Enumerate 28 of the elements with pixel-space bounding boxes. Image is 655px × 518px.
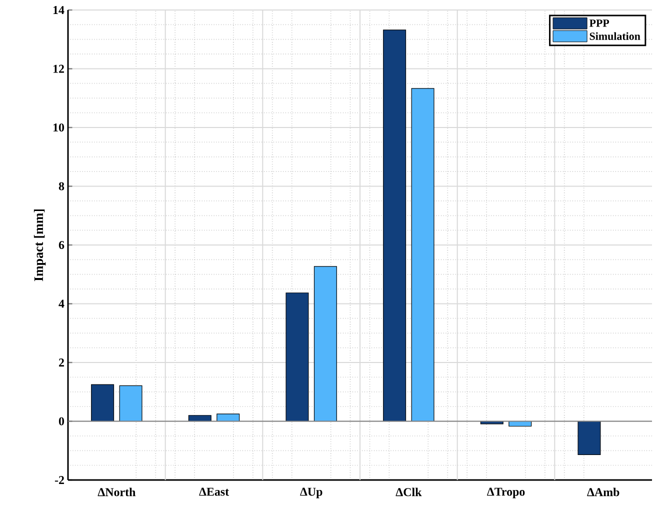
bar xyxy=(578,420,601,456)
y-tick-label: 0 xyxy=(58,417,64,426)
x-tick-label: ΔTropo xyxy=(487,488,525,498)
bar xyxy=(508,420,532,427)
bar xyxy=(91,384,114,422)
x-tick-label: ΔUp xyxy=(300,488,322,498)
legend-label: PPP xyxy=(589,20,610,27)
bar xyxy=(383,30,406,422)
y-tick-label: -2 xyxy=(54,476,64,484)
bar xyxy=(216,414,240,422)
x-tick-label: ΔEast xyxy=(199,488,229,496)
x-tick-label: ΔAmb xyxy=(587,488,620,496)
y-tick-label: 6 xyxy=(58,240,64,250)
bar xyxy=(188,415,212,422)
bar xyxy=(411,88,434,422)
y-tick-label: 14 xyxy=(53,6,64,14)
bar xyxy=(286,292,309,422)
y-tick-label: 8 xyxy=(58,182,64,190)
y-tick-label: 10 xyxy=(53,123,64,132)
y-axis-title: Impact [mm] xyxy=(34,209,46,282)
bar xyxy=(314,266,337,422)
x-tick-label: ΔNorth xyxy=(98,488,136,496)
x-tick-label: ΔClk xyxy=(396,488,422,496)
y-tick-label: 2 xyxy=(59,358,64,366)
y-tick-label: 4 xyxy=(58,300,64,308)
bar xyxy=(119,385,142,422)
y-tick-label: 12 xyxy=(53,64,64,73)
legend-label: Simulation xyxy=(590,32,640,40)
